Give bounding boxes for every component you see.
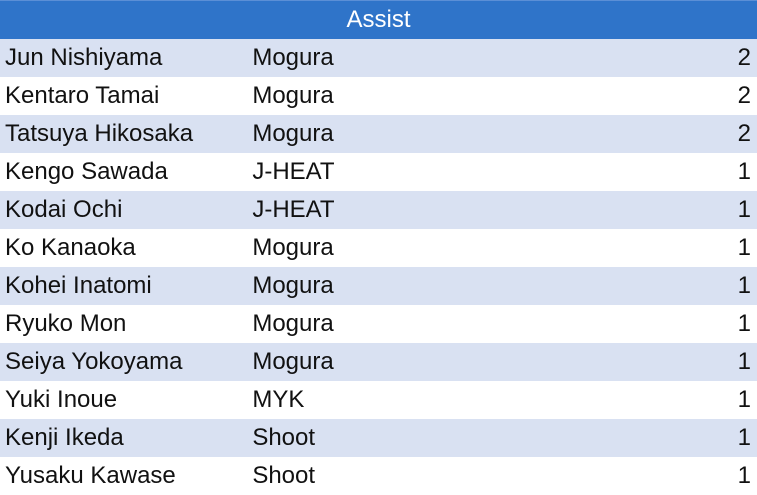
table-row: Kohei Inatomi Mogura 1 <box>0 267 757 305</box>
table-row: Jun Nishiyama Mogura 2 <box>0 39 757 77</box>
team-cell: Mogura <box>252 229 505 267</box>
team-cell: Shoot <box>252 419 505 457</box>
table-row: Yuki Inoue MYK 1 <box>0 381 757 419</box>
player-name-cell: Kohei Inatomi <box>0 267 253 305</box>
assist-count-cell: 1 <box>504 381 757 419</box>
table-row: Kodai Ochi J-HEAT 1 <box>0 191 757 229</box>
player-name-cell: Ryuko Mon <box>0 305 253 343</box>
player-name-cell: Ko Kanaoka <box>0 229 253 267</box>
player-name-cell: Tatsuya Hikosaka <box>0 115 253 153</box>
header-row: Assist <box>0 0 757 39</box>
assist-count-cell: 1 <box>504 153 757 191</box>
table-row: Yusaku Kawase Shoot 1 <box>0 457 757 495</box>
assist-count-cell: 2 <box>504 115 757 153</box>
assist-count-cell: 1 <box>504 305 757 343</box>
assist-count-cell: 1 <box>504 419 757 457</box>
table-body: Jun Nishiyama Mogura 2 Kentaro Tamai Mog… <box>0 39 757 495</box>
player-name-cell: Seiya Yokoyama <box>0 343 253 381</box>
table-title: Assist <box>0 0 757 39</box>
player-name-cell: Yusaku Kawase <box>0 457 253 495</box>
assist-count-cell: 1 <box>504 343 757 381</box>
assist-count-cell: 2 <box>504 39 757 77</box>
table-row: Tatsuya Hikosaka Mogura 2 <box>0 115 757 153</box>
player-name-cell: Kentaro Tamai <box>0 77 253 115</box>
table-row: Seiya Yokoyama Mogura 1 <box>0 343 757 381</box>
player-name-cell: Jun Nishiyama <box>0 39 253 77</box>
assist-count-cell: 1 <box>504 191 757 229</box>
table-row: Kentaro Tamai Mogura 2 <box>0 77 757 115</box>
player-name-cell: Kenji Ikeda <box>0 419 253 457</box>
assist-count-cell: 1 <box>504 457 757 495</box>
table-row: Ryuko Mon Mogura 1 <box>0 305 757 343</box>
team-cell: Mogura <box>252 343 505 381</box>
player-name-cell: Yuki Inoue <box>0 381 253 419</box>
team-cell: Shoot <box>252 457 505 495</box>
team-cell: J-HEAT <box>252 153 505 191</box>
table-header: Assist <box>0 0 757 39</box>
table-row: Kenji Ikeda Shoot 1 <box>0 419 757 457</box>
player-name-cell: Kengo Sawada <box>0 153 253 191</box>
team-cell: J-HEAT <box>252 191 505 229</box>
table-row: Ko Kanaoka Mogura 1 <box>0 229 757 267</box>
team-cell: Mogura <box>252 305 505 343</box>
table-row: Kengo Sawada J-HEAT 1 <box>0 153 757 191</box>
assist-count-cell: 2 <box>504 77 757 115</box>
team-cell: Mogura <box>252 77 505 115</box>
assist-count-cell: 1 <box>504 229 757 267</box>
team-cell: MYK <box>252 381 505 419</box>
player-name-cell: Kodai Ochi <box>0 191 253 229</box>
team-cell: Mogura <box>252 267 505 305</box>
team-cell: Mogura <box>252 39 505 77</box>
assist-count-cell: 1 <box>504 267 757 305</box>
team-cell: Mogura <box>252 115 505 153</box>
